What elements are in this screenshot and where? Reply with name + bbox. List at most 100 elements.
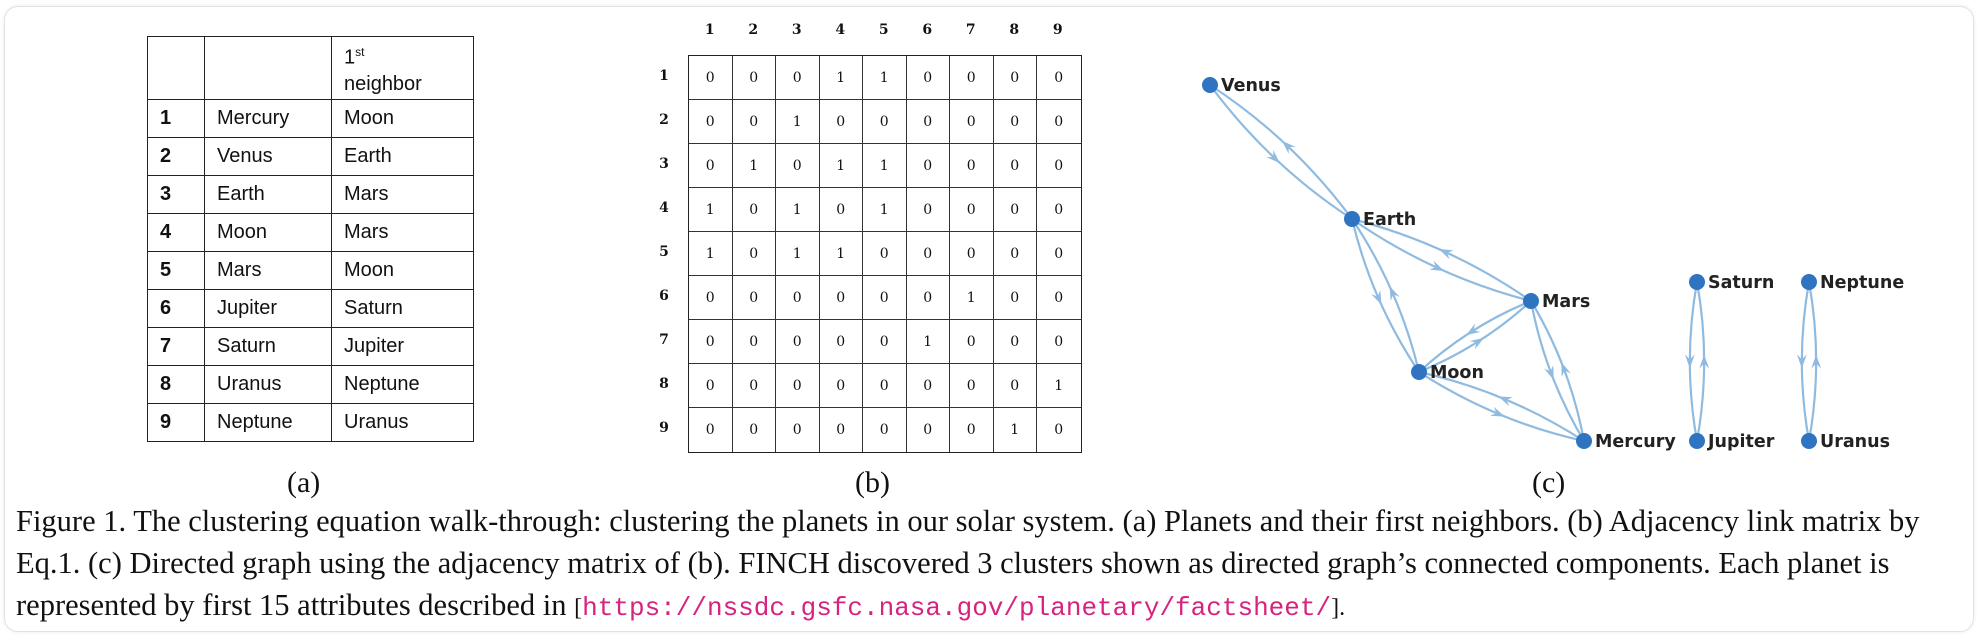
matrix-cell: 1 <box>819 56 863 100</box>
header-cell-neighbor: 1st neighbor <box>331 36 474 100</box>
matrix-cell: 0 <box>863 320 907 364</box>
matrix-col-header: 8 <box>1009 22 1020 38</box>
row-neighbor: Mars <box>331 175 474 214</box>
caption-bracket-open: [ <box>574 595 583 621</box>
matrix-cell: 0 <box>950 408 994 452</box>
matrix-cell: 0 <box>993 320 1037 364</box>
matrix-cell: 0 <box>732 320 776 364</box>
matrix-cell: 0 <box>993 276 1037 320</box>
matrix-col-header: 7 <box>965 22 976 38</box>
row-index: 5 <box>147 251 205 290</box>
matrix-cell: 0 <box>776 56 820 100</box>
matrix-cell: 0 <box>950 188 994 232</box>
matrix-cell: 0 <box>950 56 994 100</box>
matrix-col-header: 4 <box>835 22 846 38</box>
matrix-cell: 0 <box>906 364 950 408</box>
matrix-cell: 0 <box>1037 56 1081 100</box>
matrix-cell: 1 <box>819 232 863 276</box>
matrix-cell: 0 <box>950 232 994 276</box>
matrix-cell: 1 <box>689 188 733 232</box>
matrix-cell: 0 <box>1037 144 1081 188</box>
matrix-cell: 0 <box>907 408 950 452</box>
matrix-cell: 0 <box>906 188 950 232</box>
matrix-cell: 0 <box>1054 422 1064 438</box>
matrix-cell: 0 <box>993 364 1037 408</box>
matrix-col-header: 2 <box>748 22 759 38</box>
matrix-cell: 0 <box>732 232 776 276</box>
matrix-cell: 0 <box>863 364 907 408</box>
row-index: 6 <box>147 289 205 328</box>
matrix-cell: 0 <box>1037 100 1081 144</box>
matrix-cell: 0 <box>689 276 733 320</box>
table-row: 6 Jupiter Saturn <box>147 289 474 328</box>
row-index: 2 <box>147 137 205 176</box>
matrix-cell: 0 <box>689 56 733 100</box>
matrix-cell: 1 <box>819 144 863 188</box>
row-planet: Saturn <box>204 327 332 366</box>
table-row: 5 Mars Moon <box>147 251 474 290</box>
row-planet: Jupiter <box>204 289 332 328</box>
matrix-row-header: 3 <box>659 156 669 172</box>
matrix-row-header: 8 <box>659 376 669 392</box>
row-neighbor: Mars <box>331 213 474 252</box>
row-index: 1 <box>147 99 205 138</box>
matrix-cell: 0 <box>906 276 950 320</box>
matrix-cell: 0 <box>776 144 820 188</box>
header-neighbor-word: neighbor <box>344 72 422 95</box>
row-planet: Mercury <box>204 99 332 138</box>
matrix-cell: 0 <box>993 100 1037 144</box>
table-row: 7 Saturn Jupiter <box>147 327 474 366</box>
matrix-cell: 0 <box>863 232 907 276</box>
matrix-cell: 1 <box>776 100 820 144</box>
row-planet: Earth <box>204 175 332 214</box>
matrix-cell: 1 <box>994 408 1037 452</box>
matrix-cell: 1 <box>1037 364 1081 408</box>
matrix-cell: 0 <box>863 408 907 452</box>
matrix-cell: 0 <box>819 364 863 408</box>
header-cell-planet <box>204 36 332 100</box>
matrix-cell: 0 <box>689 364 733 408</box>
matrix-cell: 0 <box>819 188 863 232</box>
table-row: 3 Earth Mars <box>147 175 474 214</box>
matrix-col-header: 6 <box>922 22 933 38</box>
row-neighbor: Saturn <box>331 289 474 328</box>
matrix-cell: 0 <box>950 364 994 408</box>
row-index: 4 <box>147 213 205 252</box>
matrix-cell: 0 <box>819 100 863 144</box>
matrix-cell: 0 <box>1037 320 1081 364</box>
matrix-cell: 0 <box>906 56 950 100</box>
matrix-cell: 0 <box>689 144 733 188</box>
matrix-cell: 1 <box>950 276 994 320</box>
table-row: 4 Moon Mars <box>147 213 474 252</box>
matrix-cell: 0 <box>776 408 820 452</box>
matrix-cell: 0 <box>906 232 950 276</box>
matrix-row-header: 1 <box>659 68 669 84</box>
matrix-cell: 0 <box>733 408 776 452</box>
panel-label-c: (c) <box>1532 466 1566 499</box>
table-header-row: 1st neighbor <box>147 36 474 100</box>
row-index: 9 <box>147 403 205 442</box>
matrix-row-header: 6 <box>659 288 669 304</box>
matrix-row-header: 4 <box>659 200 669 216</box>
matrix-cell: 1 <box>863 56 907 100</box>
caption-url-link[interactable]: https://nssdc.gsfc.nasa.gov/planetary/fa… <box>582 593 1332 623</box>
matrix-cell: 0 <box>1037 232 1081 276</box>
matrix-cell: 0 <box>993 188 1037 232</box>
row-planet: Venus <box>204 137 332 176</box>
matrix-cell: 1 <box>906 320 950 364</box>
matrix-cell: 1 <box>689 232 733 276</box>
matrix-cell: 1 <box>863 144 907 188</box>
row-neighbor: Moon <box>331 251 474 290</box>
row-neighbor: Neptune <box>331 365 474 404</box>
matrix-cell: 1 <box>863 188 907 232</box>
matrix-row-header: 9 <box>659 420 669 436</box>
matrix-col-header: 1 <box>704 22 715 38</box>
matrix-cell: 0 <box>993 144 1037 188</box>
matrix-cell: 0 <box>906 144 950 188</box>
matrix-cell: 0 <box>950 144 994 188</box>
row-neighbor: Earth <box>331 137 474 176</box>
matrix-cell: 0 <box>776 276 820 320</box>
matrix-cell: 0 <box>820 408 863 452</box>
row-neighbor: Moon <box>331 99 474 138</box>
